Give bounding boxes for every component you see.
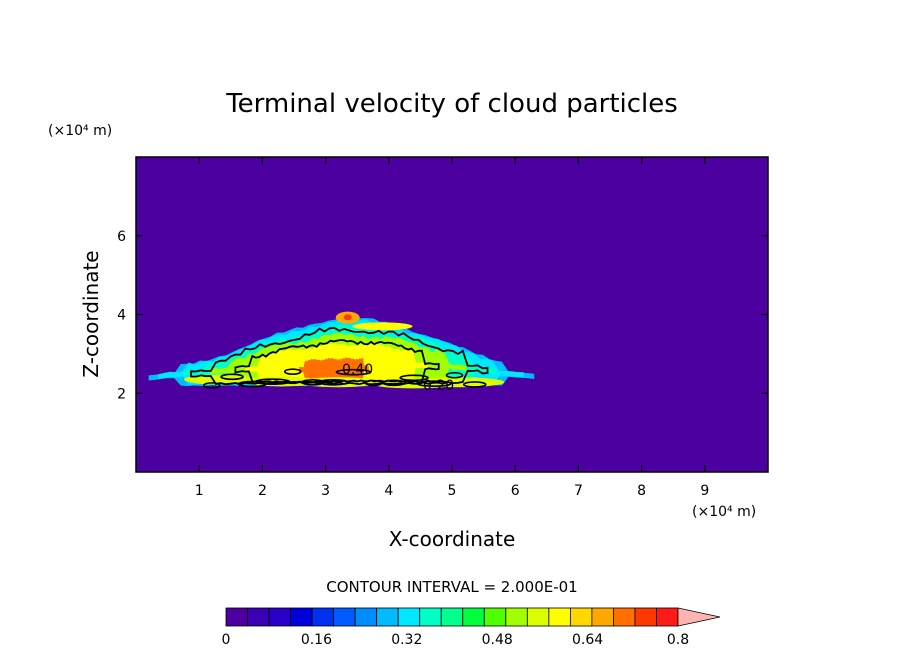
colorbar-swatch — [613, 607, 636, 627]
colorbar-swatch — [376, 607, 399, 627]
contour-fragment — [301, 378, 325, 386]
contour-fragment — [283, 368, 302, 375]
colorbar-tick-label: 0.16 — [301, 632, 332, 648]
colorbar-swatch — [569, 607, 593, 627]
x-tick-label: 7 — [574, 483, 583, 499]
x-axis-label: X-coordinate — [389, 527, 516, 551]
contour-fragment — [399, 374, 429, 382]
contour-lines — [190, 326, 489, 389]
plot-area: 0.40 0.20 — [135, 156, 769, 473]
y-axis-unit: (×10⁴ m) — [48, 123, 112, 139]
colorbar-swatch — [354, 607, 378, 627]
colorbar-swatch — [311, 607, 335, 627]
cloud-turret-core — [343, 314, 352, 321]
colorbar-swatch — [419, 607, 442, 627]
plot-background — [136, 157, 768, 472]
colorbar-swatch — [483, 607, 507, 627]
colorbar-swatch — [268, 607, 291, 627]
contour-label-040: 0.40 — [342, 362, 373, 378]
y-tick-label: 6 — [117, 229, 126, 245]
contour-fragment — [203, 382, 221, 389]
contour-label-020: 0.20 — [423, 378, 454, 394]
contour-interval-text: CONTOUR INTERVAL = 2.000E-01 — [326, 578, 577, 596]
x-tick-label: 2 — [258, 483, 267, 499]
colorbar-swatch — [505, 607, 528, 627]
colorbar-swatch — [526, 607, 550, 627]
x-tick-label: 9 — [700, 483, 709, 499]
cloud-upper-band — [352, 322, 413, 331]
contour-fragment — [220, 373, 244, 381]
colorbar: 0 0.16 0.32 0.48 0.64 0.8 — [222, 607, 721, 648]
x-tick-label: 8 — [637, 483, 646, 499]
contour-fragment — [382, 379, 406, 387]
contour-fragment — [318, 378, 348, 386]
colorbar-swatch — [247, 607, 270, 627]
colorbar-swatch — [634, 607, 657, 627]
colorbar-swatch — [397, 607, 421, 627]
cloud-pocket — [184, 374, 253, 385]
y-tick-label: 2 — [117, 386, 126, 402]
x-axis: 1 2 3 4 5 6 7 8 9 — [195, 157, 709, 499]
contour-line-040 — [234, 339, 440, 384]
colorbar-swatch — [333, 607, 356, 627]
x-tick-label: 4 — [384, 483, 393, 499]
colorbar-tick-label: 0.64 — [572, 632, 603, 648]
colorbar-tick-label: 0.48 — [482, 632, 513, 648]
colorbar-tick-label: 0.32 — [391, 632, 422, 648]
x-axis-unit: (×10⁴ m) — [692, 504, 756, 520]
contour-fragment — [462, 381, 487, 388]
contour-fragment — [254, 378, 291, 386]
x-tick-label: 1 — [195, 483, 204, 499]
colorbar-swatch — [462, 607, 485, 627]
x-tick-label: 3 — [321, 483, 330, 499]
colorbar-swatch — [548, 607, 571, 627]
y-axis: 2 4 6 — [117, 229, 768, 402]
chart-title: Terminal velocity of cloud particles — [225, 89, 678, 119]
contour-fragment — [364, 379, 383, 387]
colorbar-extend-arrow — [677, 607, 721, 627]
contour-fragment — [416, 380, 453, 387]
contour-fragment — [445, 371, 464, 379]
colorbar-tick-label: 0 — [222, 632, 231, 648]
x-tick-label: 5 — [448, 483, 457, 499]
colorbar-swatch — [440, 607, 464, 627]
colorbar-swatch — [591, 607, 614, 627]
colorbar-tick-label: 0.8 — [667, 632, 689, 648]
contour-fragment — [335, 368, 372, 376]
colorbar-swatch — [225, 607, 248, 627]
colorbar-swatch — [290, 607, 313, 627]
colorbar-swatch — [656, 607, 679, 627]
x-tick-label: 6 — [511, 483, 520, 499]
y-axis-label: Z-coordinate — [79, 250, 103, 377]
y-tick-label: 4 — [117, 308, 126, 324]
